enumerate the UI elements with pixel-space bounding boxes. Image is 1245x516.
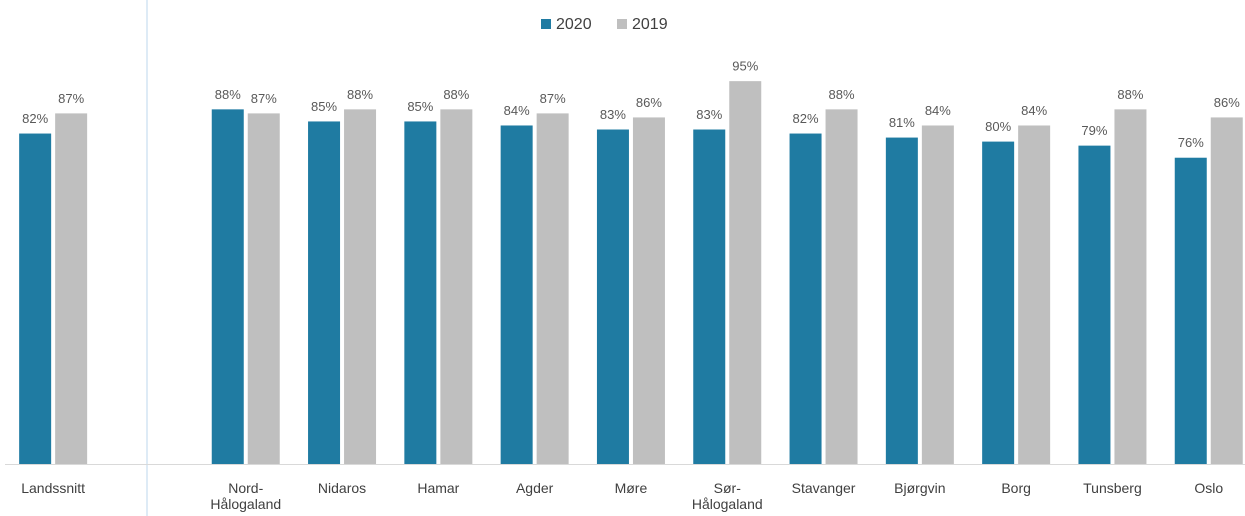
x-tick-label: Møre — [614, 480, 648, 496]
bar — [19, 133, 52, 465]
bar — [536, 113, 569, 464]
value-label: 83% — [600, 107, 626, 122]
value-label: 87% — [251, 91, 277, 106]
bar — [921, 125, 954, 464]
legend-label: 2019 — [632, 16, 668, 33]
bar — [55, 113, 88, 464]
bar — [1078, 145, 1111, 464]
x-tick-label: Agder — [515, 480, 554, 496]
value-label: 82% — [22, 111, 48, 126]
value-label: 79% — [1081, 123, 1107, 138]
value-label: 86% — [636, 95, 662, 110]
value-label: 86% — [1214, 95, 1240, 110]
bar — [1174, 157, 1207, 464]
value-label: 87% — [58, 91, 84, 106]
bar — [982, 141, 1015, 464]
value-label: 88% — [215, 87, 241, 102]
value-label: 84% — [504, 103, 530, 118]
bar — [404, 121, 437, 464]
value-label: 88% — [443, 87, 469, 102]
bar — [1210, 117, 1243, 465]
bar — [344, 109, 377, 465]
value-label: 88% — [1117, 87, 1143, 102]
value-label: 87% — [540, 91, 566, 106]
bar — [247, 113, 280, 464]
x-tick-label: Stavanger — [791, 480, 856, 496]
x-tick-label: Landssnitt — [21, 480, 86, 496]
value-label: 88% — [829, 87, 855, 102]
bar — [693, 129, 726, 464]
x-tick-label: Nidaros — [317, 480, 367, 496]
bar — [440, 109, 473, 465]
bar — [1114, 109, 1147, 465]
value-label: 82% — [793, 111, 819, 126]
bar — [1018, 125, 1051, 464]
value-label: 76% — [1178, 135, 1204, 150]
value-label: 84% — [925, 103, 951, 118]
bar — [596, 129, 629, 464]
value-label: 80% — [985, 119, 1011, 134]
value-label: 83% — [696, 107, 722, 122]
bar — [729, 81, 762, 465]
bar — [211, 109, 244, 465]
x-tick-label: Bjørgvin — [894, 480, 946, 496]
bar — [308, 121, 341, 464]
bar — [632, 117, 665, 465]
x-tick-label: Oslo — [1194, 480, 1224, 496]
legend-label: 2020 — [556, 16, 592, 33]
legend-swatch — [541, 19, 551, 29]
x-tick-label: Tunsberg — [1083, 480, 1142, 496]
bar — [789, 133, 822, 465]
bar — [825, 109, 858, 465]
value-label: 95% — [732, 59, 758, 74]
x-tick-label: Borg — [1001, 480, 1031, 496]
value-label: 84% — [1021, 103, 1047, 118]
value-label: 88% — [347, 87, 373, 102]
bar — [885, 137, 918, 464]
x-tick-label: Hamar — [417, 480, 460, 496]
x-tick-label: Sør-Hålogaland — [691, 480, 763, 512]
bar — [500, 125, 533, 464]
x-tick-label: Nord-Hålogaland — [210, 480, 282, 512]
value-label: 85% — [311, 99, 337, 114]
value-label: 85% — [407, 99, 433, 114]
value-label: 81% — [889, 115, 915, 130]
legend-swatch — [617, 19, 627, 29]
